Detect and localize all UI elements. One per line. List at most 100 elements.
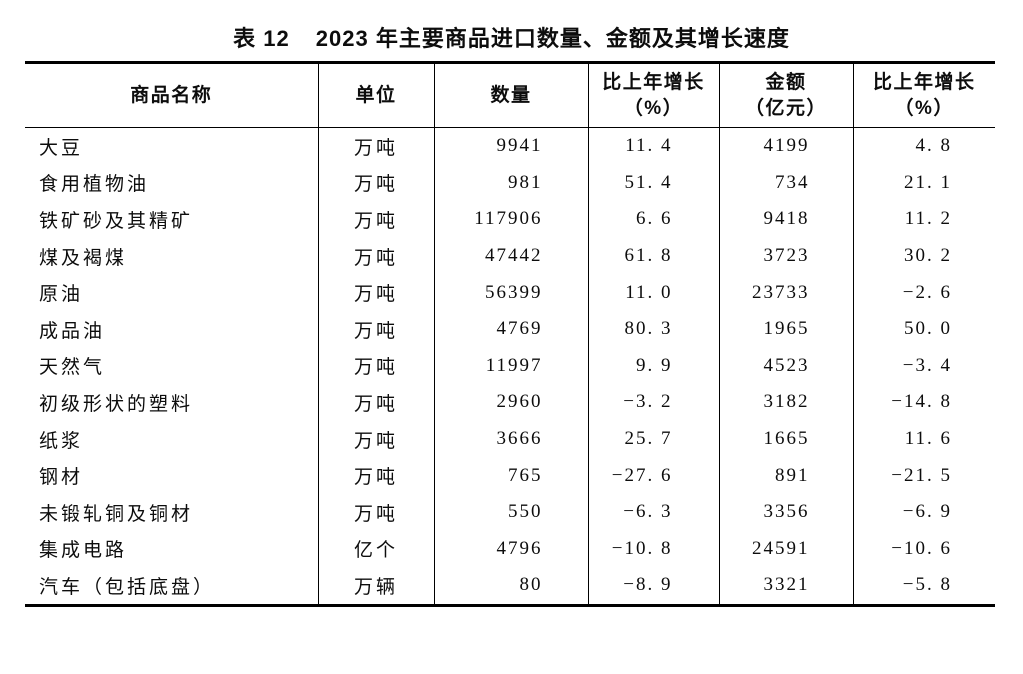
quantity-cell: 117906 bbox=[433, 201, 588, 238]
column-header-label: 数量 bbox=[490, 84, 532, 106]
column-header-quantity: 数量 bbox=[433, 62, 588, 128]
table-row: 初级形状的塑料 万吨 2960 −3. 2 3182 −14. 8 bbox=[25, 384, 995, 421]
unit-cell: 万吨 bbox=[317, 237, 434, 275]
amount-cell: 1665 bbox=[718, 420, 853, 458]
commodity-name-cell: 未锻轧铜及铜材 bbox=[39, 503, 194, 525]
quantity-growth-cell: 80. 3 bbox=[587, 310, 719, 348]
amount-growth-cell: −10. 6 bbox=[852, 530, 995, 568]
table-row: 汽车（包括底盘） 万辆 80 −8. 9 3321 −5. 8 bbox=[25, 567, 995, 606]
unit-cell: 万吨 bbox=[317, 127, 434, 165]
quantity-growth-cell: −10. 8 bbox=[587, 530, 719, 568]
quantity-growth-cell: −6. 3 bbox=[587, 493, 719, 531]
unit-cell: 万吨 bbox=[317, 493, 434, 531]
amount-growth-cell: −14. 8 bbox=[852, 384, 995, 421]
quantity-cell: 765 bbox=[433, 457, 588, 494]
amount-cell: 23733 bbox=[718, 274, 853, 311]
unit-cell: 亿个 bbox=[317, 530, 434, 568]
amount-cell: 891 bbox=[718, 457, 853, 494]
table-row: 铁矿砂及其精矿 万吨 117906 6. 6 9418 11. 2 bbox=[25, 201, 995, 238]
table-number-label: 表 12 bbox=[233, 26, 290, 51]
commodity-name-cell: 煤及褐煤 bbox=[39, 247, 128, 269]
table-row: 纸浆 万吨 3666 25. 7 1665 11. 6 bbox=[25, 420, 995, 458]
unit-cell: 万吨 bbox=[317, 201, 434, 238]
quantity-cell: 981 bbox=[433, 164, 588, 202]
table-row: 大豆 万吨 9941 11. 4 4199 4. 8 bbox=[25, 127, 995, 165]
commodity-name-cell: 食用植物油 bbox=[39, 174, 150, 196]
page-title: 表 12 2023 年主要商品进口数量、金额及其增长速度 bbox=[0, 21, 1023, 53]
amount-cell: 3723 bbox=[718, 237, 853, 275]
quantity-cell: 56399 bbox=[433, 274, 588, 311]
commodity-name-cell: 钢材 bbox=[39, 467, 84, 489]
table-title-text: 2023 年主要商品进口数量、金额及其增长速度 bbox=[315, 26, 790, 51]
commodity-name-cell: 铁矿砂及其精矿 bbox=[39, 210, 194, 232]
column-header-quantity-growth: 比上年增长 （%） bbox=[587, 62, 719, 128]
commodity-name-cell: 汽车（包括底盘） bbox=[39, 576, 216, 598]
quantity-growth-cell: 25. 7 bbox=[587, 420, 719, 458]
amount-cell: 3182 bbox=[718, 384, 853, 421]
column-header-label: 商品名称 bbox=[130, 84, 213, 106]
statistical-table-page: { "title": { "label": "表 12", "text": "2… bbox=[0, 21, 1023, 674]
import-commodities-table: 商品名称 单位 数量 比上年增长 （%） 金额 （亿元） 比上年增长 （%） 大… bbox=[25, 61, 995, 607]
table-row: 天然气 万吨 11997 9. 9 4523 −3. 4 bbox=[25, 347, 995, 385]
quantity-cell: 9941 bbox=[433, 127, 588, 165]
column-header-label-line1: 比上年增长 bbox=[602, 71, 705, 93]
amount-growth-cell: 11. 2 bbox=[852, 201, 995, 238]
quantity-growth-cell: 9. 9 bbox=[587, 347, 719, 385]
quantity-cell: 550 bbox=[433, 493, 588, 531]
column-header-amount-growth: 比上年增长 （%） bbox=[852, 62, 995, 128]
quantity-cell: 4769 bbox=[433, 310, 588, 348]
unit-cell: 万吨 bbox=[317, 384, 434, 421]
quantity-growth-cell: 51. 4 bbox=[587, 164, 719, 202]
quantity-growth-cell: 11. 0 bbox=[587, 274, 719, 311]
column-header-label-line2: （%） bbox=[623, 97, 684, 119]
quantity-growth-cell: −8. 9 bbox=[587, 567, 719, 606]
table-row: 集成电路 亿个 4796 −10. 8 24591 −10. 6 bbox=[25, 530, 995, 568]
unit-cell: 万吨 bbox=[317, 420, 434, 458]
column-header-commodity-name: 商品名称 bbox=[25, 62, 318, 128]
quantity-growth-cell: −3. 2 bbox=[587, 384, 719, 421]
quantity-cell: 47442 bbox=[433, 237, 588, 275]
commodity-name-cell: 成品油 bbox=[39, 320, 106, 342]
column-header-label-line2: （亿元） bbox=[744, 97, 827, 119]
amount-cell: 4199 bbox=[718, 127, 853, 165]
column-header-label-line1: 金额 bbox=[765, 71, 807, 93]
column-header-label-line2: （%） bbox=[894, 97, 954, 119]
quantity-growth-cell: 11. 4 bbox=[587, 127, 719, 165]
table-row: 原油 万吨 56399 11. 0 23733 −2. 6 bbox=[25, 274, 995, 311]
commodity-name-cell: 大豆 bbox=[39, 137, 84, 159]
unit-cell: 万吨 bbox=[317, 164, 434, 202]
column-header-unit: 单位 bbox=[317, 62, 434, 128]
commodity-name-cell: 初级形状的塑料 bbox=[39, 393, 194, 415]
quantity-growth-cell: 61. 8 bbox=[587, 237, 719, 275]
amount-cell: 734 bbox=[718, 164, 853, 202]
amount-cell: 9418 bbox=[718, 201, 853, 238]
quantity-cell: 11997 bbox=[433, 347, 588, 385]
commodity-name-cell: 天然气 bbox=[39, 357, 106, 379]
amount-cell: 3356 bbox=[718, 493, 853, 531]
quantity-cell: 2960 bbox=[433, 384, 588, 421]
unit-cell: 万吨 bbox=[317, 310, 434, 348]
amount-growth-cell: −21. 5 bbox=[852, 457, 995, 494]
amount-growth-cell: 11. 6 bbox=[852, 420, 995, 458]
amount-growth-cell: −2. 6 bbox=[852, 274, 995, 311]
unit-cell: 万吨 bbox=[317, 274, 434, 311]
quantity-cell: 4796 bbox=[433, 530, 588, 568]
table-row: 食用植物油 万吨 981 51. 4 734 21. 1 bbox=[25, 164, 995, 202]
table-row: 煤及褐煤 万吨 47442 61. 8 3723 30. 2 bbox=[25, 237, 995, 275]
amount-growth-cell: −3. 4 bbox=[852, 347, 995, 385]
amount-growth-cell: 50. 0 bbox=[852, 310, 995, 348]
table-row: 未锻轧铜及铜材 万吨 550 −6. 3 3356 −6. 9 bbox=[25, 493, 995, 531]
amount-growth-cell: 30. 2 bbox=[852, 237, 995, 275]
amount-cell: 3321 bbox=[718, 567, 853, 606]
quantity-growth-cell: 6. 6 bbox=[587, 201, 719, 238]
amount-growth-cell: 4. 8 bbox=[852, 127, 995, 165]
amount-growth-cell: 21. 1 bbox=[852, 164, 995, 202]
amount-growth-cell: −6. 9 bbox=[852, 493, 995, 531]
unit-cell: 万吨 bbox=[317, 457, 434, 494]
column-header-label-line1: 比上年增长 bbox=[872, 71, 976, 93]
amount-cell: 1965 bbox=[718, 310, 853, 348]
column-header-amount: 金额 （亿元） bbox=[718, 62, 853, 128]
commodity-name-cell: 原油 bbox=[39, 284, 84, 306]
column-header-label: 单位 bbox=[355, 84, 397, 106]
header-row: 商品名称 单位 数量 比上年增长 （%） 金额 （亿元） 比上年增长 （%） bbox=[25, 62, 995, 128]
